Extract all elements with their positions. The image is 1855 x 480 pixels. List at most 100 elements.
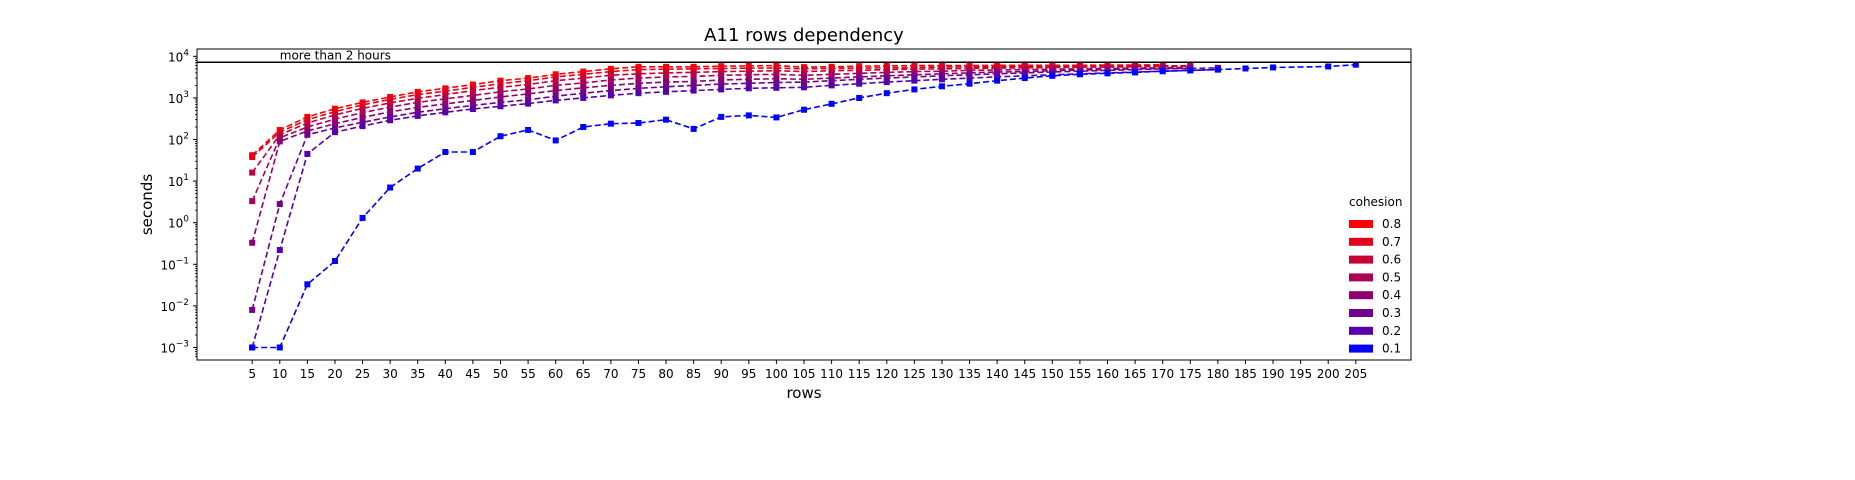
data-point (304, 131, 311, 138)
x-tick-label: 150 (1041, 367, 1064, 381)
data-point (994, 77, 1001, 84)
data-point (718, 76, 725, 83)
data-point (442, 88, 449, 95)
data-point (828, 82, 835, 89)
data-point (1270, 64, 1277, 71)
data-point (304, 281, 311, 288)
data-point (635, 75, 642, 82)
data-point (249, 239, 256, 246)
x-tick-label: 180 (1206, 367, 1229, 381)
data-point (663, 83, 670, 90)
data-point (414, 95, 421, 102)
data-point (773, 75, 780, 82)
data-point (1132, 69, 1139, 76)
x-tick-label: 130 (931, 367, 954, 381)
x-tick-label: 120 (875, 367, 898, 381)
data-point (883, 69, 890, 76)
data-point (359, 214, 366, 221)
data-point (276, 134, 283, 141)
x-tick-label: 25 (355, 367, 370, 381)
y-tick-label: 10−1 (160, 256, 189, 272)
data-point (663, 79, 670, 86)
data-point (801, 72, 807, 79)
data-point (331, 111, 338, 118)
data-point (718, 81, 725, 88)
data-point (497, 84, 504, 91)
x-tick-label: 145 (1013, 367, 1036, 381)
x-tick-label: 15 (300, 367, 315, 381)
data-point (663, 116, 670, 123)
x-tick-label: 160 (1096, 367, 1119, 381)
y-axis: 10−3 10−2 10−1 100 101 102 103 104 (160, 48, 197, 358)
data-point (828, 77, 835, 84)
data-point (525, 90, 532, 97)
data-point (773, 84, 780, 91)
y-tick-label: 10−3 (160, 339, 189, 355)
data-point (552, 137, 559, 144)
data-point (690, 82, 697, 89)
data-point (966, 75, 973, 82)
data-point (635, 70, 642, 77)
series-line (252, 63, 1356, 349)
legend-swatch (1349, 255, 1373, 264)
data-point (249, 344, 256, 351)
series-line (251, 63, 1163, 156)
data-point (690, 87, 697, 94)
data-point (1159, 68, 1166, 75)
x-tick-label: 95 (741, 367, 756, 381)
data-point (911, 86, 918, 93)
data-point (773, 79, 780, 86)
x-tick-label: 60 (548, 367, 563, 381)
x-axis-title: rows (786, 384, 821, 402)
data-point (497, 88, 504, 95)
data-point (359, 109, 366, 116)
data-point (607, 82, 614, 89)
data-point (469, 102, 476, 109)
data-point (469, 84, 476, 91)
data-point (773, 67, 780, 74)
data-point (635, 66, 642, 73)
x-tick-label: 205 (1344, 367, 1367, 381)
legend-label: 0.2 (1382, 324, 1401, 338)
data-point (249, 198, 256, 205)
x-tick-label: 195 (1289, 367, 1312, 381)
data-point (580, 90, 587, 97)
data-point (442, 91, 449, 98)
data-point (607, 87, 614, 94)
x-tick-label: 155 (1068, 367, 1091, 381)
data-point (387, 113, 394, 120)
x-tick-label: 75 (631, 367, 646, 381)
legend-swatch (1349, 326, 1373, 335)
x-tick-label: 65 (576, 367, 591, 381)
x-tick-label: 70 (603, 367, 618, 381)
data-point (1242, 65, 1249, 72)
data-point (469, 92, 476, 99)
x-tick-label: 175 (1179, 367, 1202, 381)
data-point (690, 125, 697, 132)
data-point (276, 131, 283, 138)
data-point (911, 73, 918, 80)
data-point (331, 120, 338, 127)
data-point (938, 76, 945, 83)
data-point (966, 80, 973, 87)
threshold-label: more than 2 hours (280, 48, 391, 62)
data-point (1352, 61, 1359, 68)
data-point (828, 100, 835, 107)
data-point (525, 100, 532, 107)
x-tick-label: 55 (520, 367, 535, 381)
data-point (663, 69, 670, 76)
series-0.2 (249, 66, 1221, 351)
data-point (304, 119, 311, 126)
data-point (580, 84, 587, 91)
data-point (938, 72, 945, 79)
data-point (331, 257, 338, 264)
data-point (276, 201, 283, 208)
data-point (525, 77, 532, 84)
data-point (663, 66, 670, 73)
x-tick-label: 85 (686, 367, 701, 381)
data-point (442, 95, 449, 102)
data-point (552, 82, 559, 89)
data-point (304, 128, 311, 135)
data-point (994, 73, 1001, 80)
